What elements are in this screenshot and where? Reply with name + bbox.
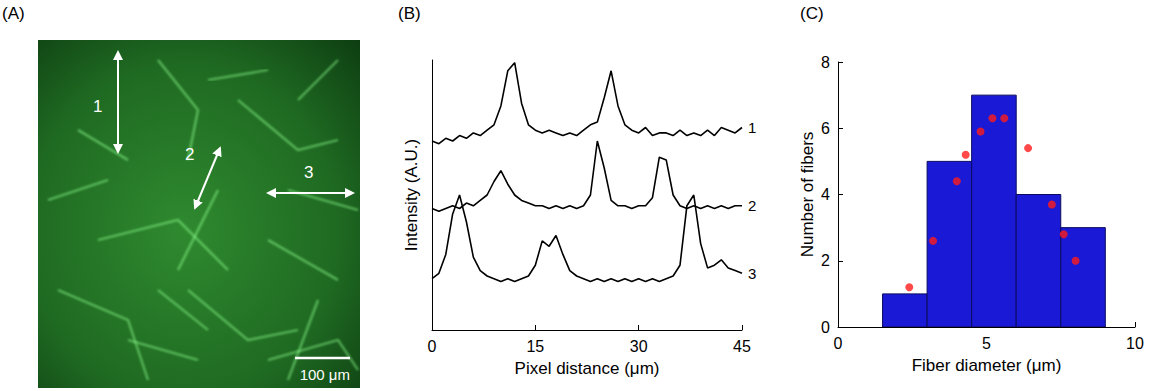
svg-text:3: 3 xyxy=(304,163,313,182)
svg-text:2: 2 xyxy=(748,197,756,214)
svg-text:3: 3 xyxy=(748,265,756,282)
svg-text:100 μm: 100 μm xyxy=(300,366,350,383)
svg-text:2: 2 xyxy=(821,252,830,269)
svg-text:10: 10 xyxy=(1126,335,1144,352)
svg-text:30: 30 xyxy=(630,338,648,355)
svg-text:Fiber diameter (μm): Fiber diameter (μm) xyxy=(912,356,1062,375)
svg-text:Number of fibers: Number of fibers xyxy=(798,132,817,258)
svg-text:8: 8 xyxy=(821,54,830,71)
svg-text:0: 0 xyxy=(428,338,437,355)
svg-text:6: 6 xyxy=(821,120,830,137)
svg-text:5: 5 xyxy=(982,335,991,352)
svg-text:4: 4 xyxy=(821,186,830,203)
svg-text:0: 0 xyxy=(821,319,830,336)
svg-text:15: 15 xyxy=(526,338,544,355)
svg-text:45: 45 xyxy=(733,338,751,355)
svg-text:2: 2 xyxy=(185,145,194,164)
html-text:(C): (C) xyxy=(800,4,824,23)
svg-text:1: 1 xyxy=(748,119,756,136)
svg-text:Pixel distance (μm): Pixel distance (μm) xyxy=(515,359,660,378)
html-text:(B): (B) xyxy=(398,4,421,23)
svg-text:Intensity (A.U.): Intensity (A.U.) xyxy=(402,139,421,251)
html-text:(A): (A) xyxy=(2,4,25,23)
svg-text:1: 1 xyxy=(93,97,102,116)
svg-text:0: 0 xyxy=(834,335,843,352)
